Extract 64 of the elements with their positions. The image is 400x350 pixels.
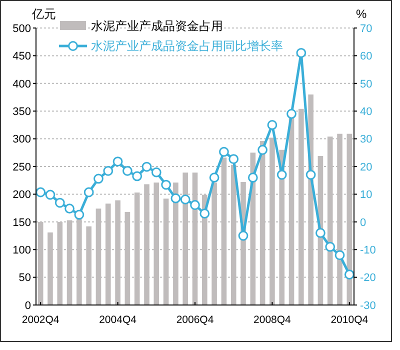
y-tick-label: 250	[12, 161, 31, 174]
y-tick-label: 300	[12, 134, 31, 146]
x-tick-label: 2006Q4	[176, 314, 214, 326]
point	[200, 208, 210, 219]
point	[306, 170, 316, 180]
y-tick-label: 400	[12, 78, 31, 90]
y-tick-label: 150	[12, 216, 31, 229]
x-tick-label: 2004Q4	[99, 314, 137, 326]
y2-tick-label: 30	[360, 134, 372, 146]
y-tick-label: 100	[12, 244, 31, 256]
y2-tick-label: 20	[360, 161, 372, 174]
y-tick-label: 450	[12, 50, 31, 63]
y-axis-title: 亿元	[31, 7, 56, 21]
point	[170, 193, 181, 204]
y2-tick-label: 40	[360, 106, 372, 118]
y2-tick-label: -30	[360, 300, 376, 312]
point	[325, 242, 336, 252]
legend-label: 水泥产业产成品资金占用	[91, 19, 223, 34]
point	[190, 200, 200, 210]
point	[54, 198, 65, 208]
x-tick-label: 2010Q4	[330, 314, 368, 326]
point	[84, 187, 94, 198]
y-tick-label: 500	[12, 22, 31, 35]
point	[248, 172, 258, 183]
point	[64, 204, 74, 214]
point	[316, 228, 326, 238]
y-tick-label: 50	[18, 272, 31, 284]
point	[180, 194, 190, 204]
legend-label: 水泥产业产成品资金占用同比增长率	[91, 39, 283, 54]
point	[267, 120, 278, 130]
y-tick-label: 0	[24, 300, 31, 312]
point	[219, 146, 229, 157]
point	[36, 187, 46, 198]
y2-axis-title: %	[356, 7, 367, 21]
point	[161, 180, 171, 190]
y-tick-label: 350	[12, 106, 31, 118]
point	[122, 166, 132, 176]
point	[296, 48, 306, 58]
y2-tick-label: 60	[360, 50, 372, 63]
point	[334, 250, 345, 260]
y2-tick-label: 0	[360, 216, 366, 229]
point	[276, 170, 287, 180]
point	[209, 172, 220, 183]
point	[103, 166, 114, 176]
point	[94, 174, 104, 184]
y2-tick-label: 50	[360, 78, 372, 90]
point	[112, 156, 123, 166]
point	[74, 210, 84, 220]
point	[344, 270, 354, 280]
y2-tick-label: 10	[360, 189, 372, 202]
x-tick-label: 2008Q4	[254, 314, 292, 326]
x-tick-label: 2002Q4	[22, 314, 60, 326]
point	[286, 108, 296, 119]
point	[238, 230, 248, 241]
point	[258, 144, 268, 155]
point	[151, 167, 162, 178]
point	[45, 190, 56, 200]
y-tick-label: 200	[12, 189, 31, 202]
y2-tick-label: 70	[360, 22, 372, 35]
point	[132, 171, 142, 182]
point	[142, 162, 152, 172]
y2-tick-label: -10	[360, 244, 376, 256]
point	[228, 154, 239, 164]
y2-tick-label: -20	[360, 272, 376, 284]
